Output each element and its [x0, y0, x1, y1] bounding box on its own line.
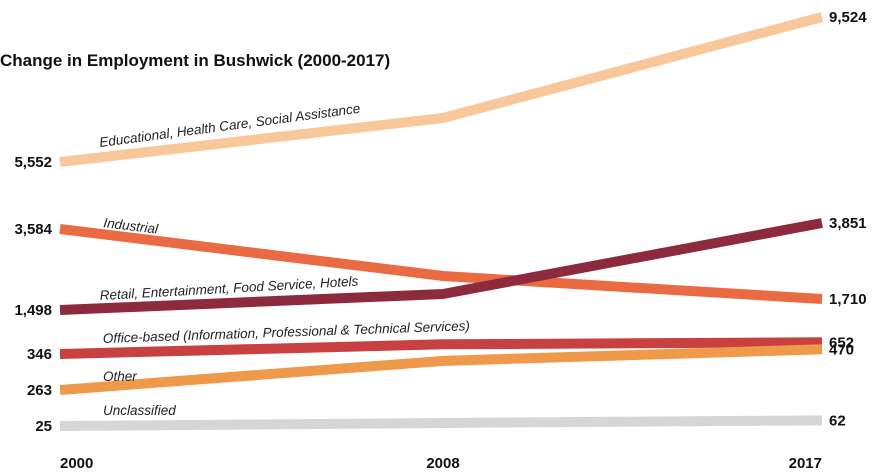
start-value-retail-entertainment-food-service-hotels: 1,498 — [14, 302, 52, 319]
start-value-other: 263 — [27, 382, 52, 399]
series-line-office-based-information-professional-technical-services — [59, 337, 823, 359]
series-label-other: Other — [103, 369, 137, 384]
series-line-retail-entertainment-food-service-hotels — [59, 218, 823, 315]
series-line-educational-health-care-social-assistance — [59, 12, 824, 167]
end-value-industrial: 1,710 — [829, 291, 867, 308]
end-value-retail-entertainment-food-service-hotels: 3,851 — [829, 215, 867, 232]
start-value-labels: 5,552 3,584 1,498 346 263 25 — [14, 154, 52, 435]
x-axis-ticks: 2000 2008 2017 — [60, 455, 822, 472]
series-label-unclassified: Unclassified — [103, 403, 176, 418]
series-line-other — [59, 344, 823, 395]
start-value-office-based-information-professional-technical-services: 346 — [27, 346, 52, 363]
start-value-industrial: 3,584 — [14, 221, 52, 238]
x-tick-2000: 2000 — [60, 455, 93, 472]
end-value-educational-health-care-social-assistance: 9,524 — [829, 9, 867, 26]
series-line-industrial — [59, 224, 823, 304]
series-label-industrial: Industrial — [103, 215, 160, 237]
start-value-unclassified: 25 — [35, 418, 52, 435]
x-tick-2017: 2017 — [789, 455, 822, 472]
end-value-office-based-information-professional-technical-services: 652 — [829, 334, 854, 351]
series-line-unclassified — [59, 415, 823, 431]
end-value-other: 470 — [829, 341, 854, 358]
start-value-educational-health-care-social-assistance: 5,552 — [14, 154, 52, 171]
chart-title: Change in Employment in Bushwick (2000-2… — [0, 51, 390, 70]
x-tick-2008: 2008 — [426, 455, 459, 472]
end-value-unclassified: 62 — [829, 412, 846, 429]
series-lines — [59, 12, 824, 431]
